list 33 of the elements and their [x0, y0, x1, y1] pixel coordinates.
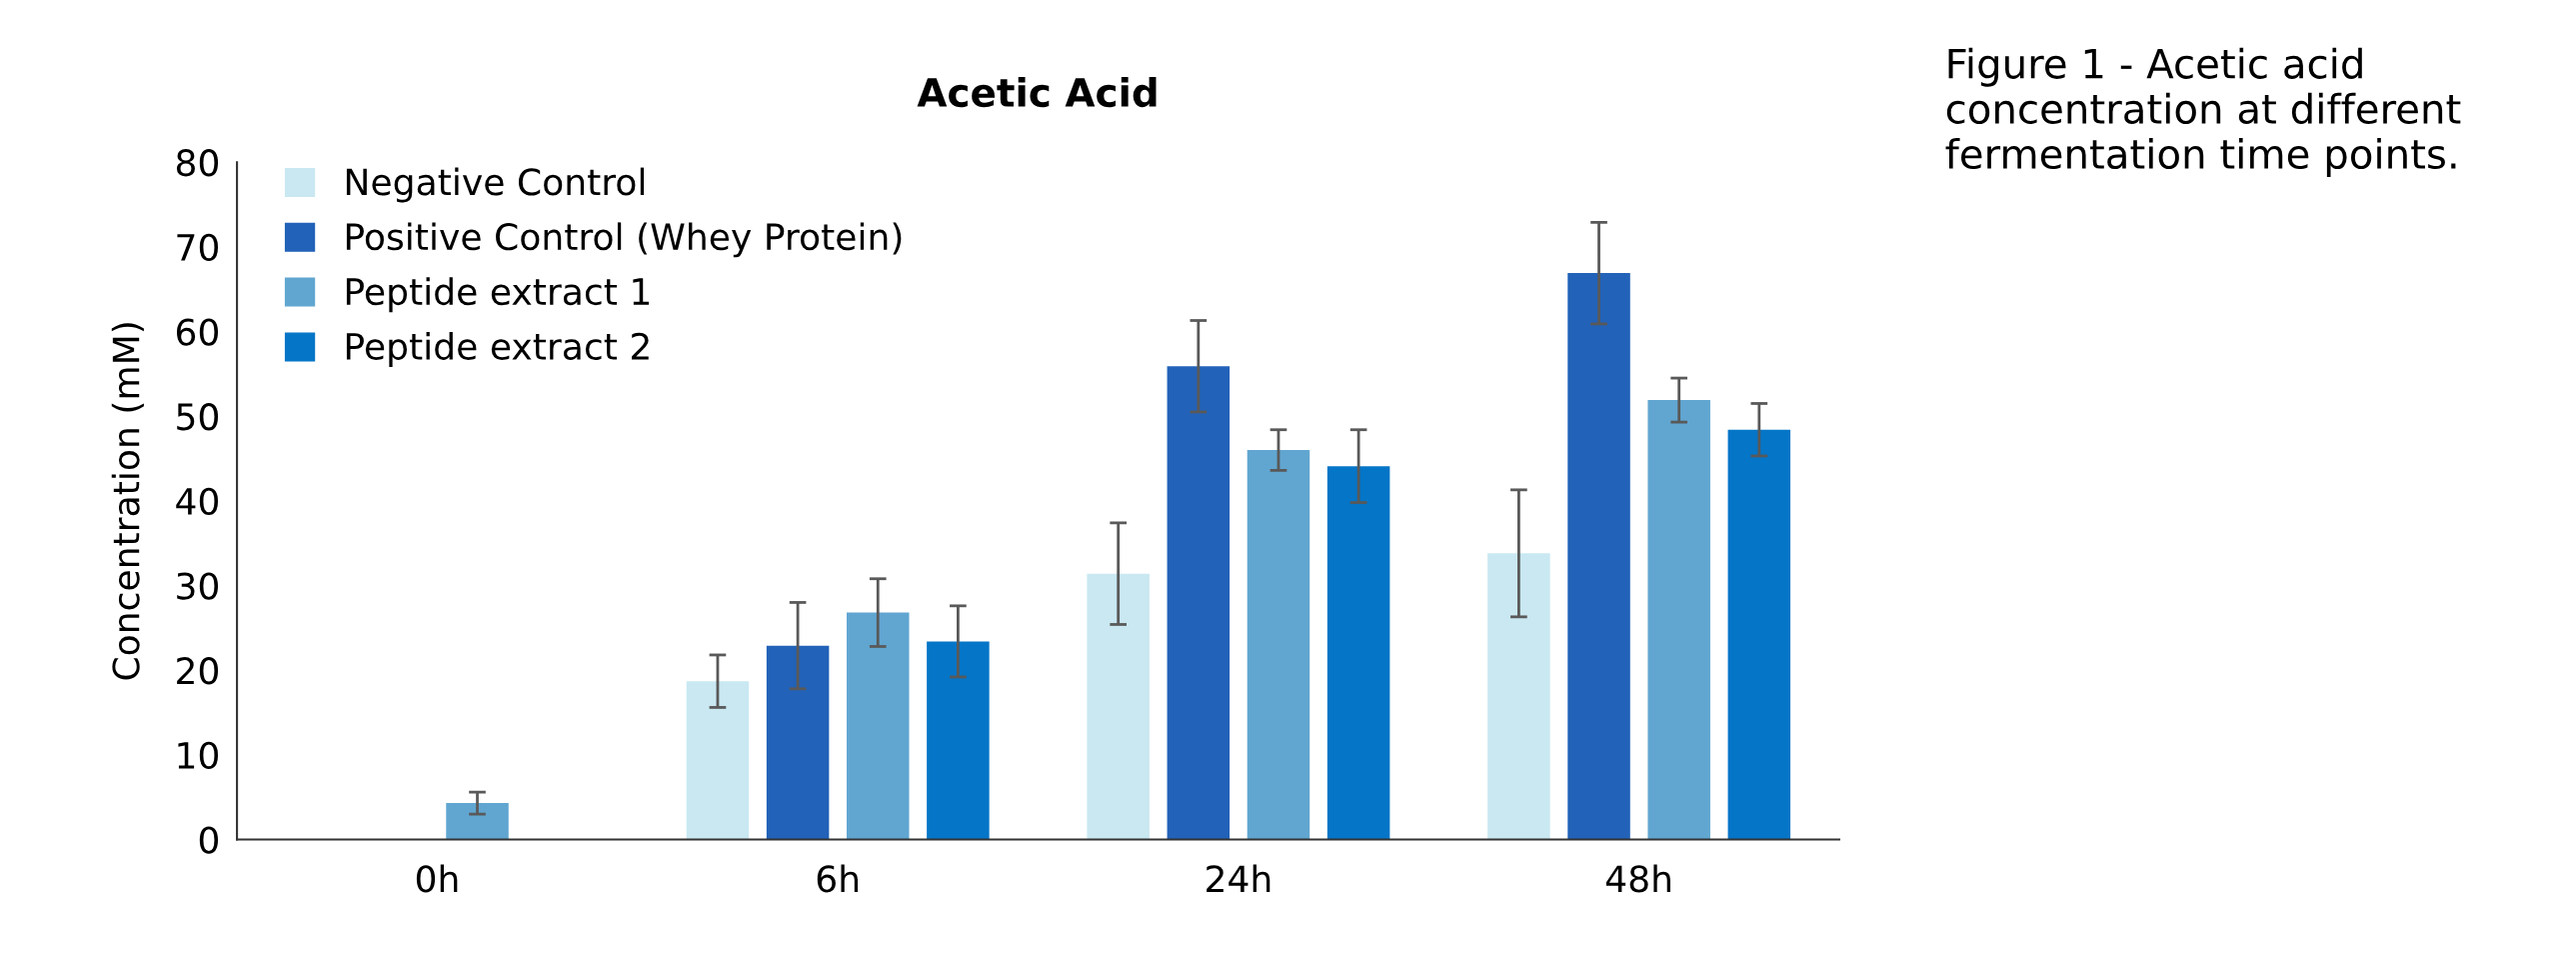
chart-title: Acetic Acid [917, 77, 1157, 108]
x-tick-label: 6h [817, 864, 859, 893]
y-tick-label: 50 [177, 403, 219, 431]
y-tick-label: 60 [176, 318, 219, 346]
bar [1487, 553, 1550, 840]
legend-label: Peptide extract 1 [346, 277, 650, 313]
legend-label: Positive Control (Whey Protein) [346, 222, 902, 258]
bar [686, 681, 750, 840]
y-tick-label: 10 [178, 741, 219, 770]
y-tick-label: 0 [199, 826, 219, 854]
y-tick-label: 30 [177, 572, 219, 600]
bar [1247, 450, 1310, 840]
legend-label: Peptide extract 2 [346, 332, 649, 367]
y-tick-label: 70 [177, 233, 219, 262]
y-axis-title: Concentration (mM) [111, 323, 144, 680]
y-tick-label: 20 [177, 657, 219, 685]
y-tick-label: 40 [176, 487, 219, 516]
caption: Figure 1 - Acetic acid concentration at different fermentation time points. [1945, 47, 2461, 177]
bar [1567, 273, 1630, 840]
bar [1087, 573, 1150, 840]
x-tick-label: 24h [1207, 864, 1271, 892]
x-tick-label: 0h [416, 864, 458, 893]
y-tick-label: 80 [176, 149, 219, 177]
bar [766, 645, 830, 840]
bar [846, 612, 910, 840]
bar [1647, 400, 1710, 840]
bar [446, 803, 509, 840]
legend-label: Negative Control [346, 167, 645, 203]
bar [1167, 366, 1231, 840]
bar [927, 641, 990, 840]
x-tick-label: 48h [1605, 864, 1670, 893]
bar [1727, 429, 1791, 840]
bar [1326, 466, 1390, 840]
